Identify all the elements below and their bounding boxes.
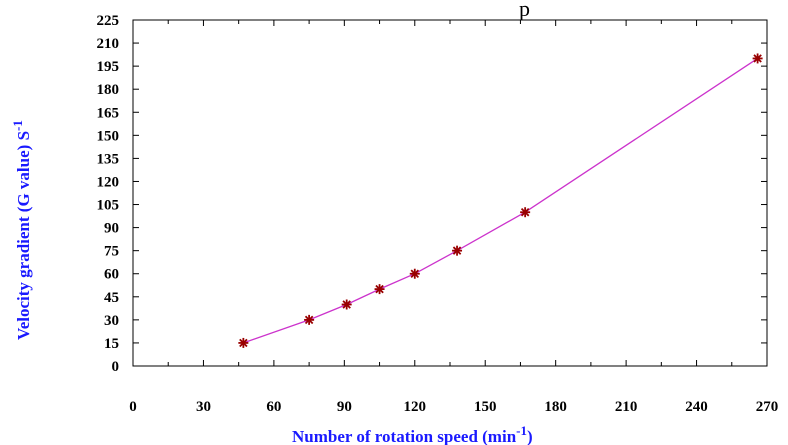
y-tick-label: 0: [112, 359, 120, 375]
series-line: [243, 57, 758, 344]
data-point-marker: [452, 245, 463, 256]
y-tick-label: 195: [97, 59, 120, 75]
series-group: [238, 53, 763, 348]
marker-stroke: [520, 207, 530, 217]
y-tick-label: 105: [97, 198, 120, 214]
y-tick-label: 30: [104, 313, 119, 329]
data-point-marker: [238, 337, 249, 348]
x-tick-label: 30: [196, 399, 211, 415]
x-tick-label: 270: [756, 399, 779, 415]
marker-stroke: [753, 54, 762, 63]
y-axis-title-text: Velocity gradient (G value) S: [14, 131, 33, 340]
x-axis-title-sup: -1: [516, 423, 527, 438]
y-tick-label: 180: [97, 82, 120, 98]
marker-stroke: [410, 269, 420, 278]
data-point-marker: [341, 299, 352, 310]
y-tick-label: 75: [104, 244, 119, 260]
data-point-marker: [409, 268, 420, 279]
y-tick-label: 120: [97, 174, 120, 190]
y-tick-label: 90: [104, 221, 119, 237]
marker-stroke: [375, 284, 384, 294]
x-tick-label: 60: [266, 399, 281, 415]
marker-stroke: [452, 246, 462, 255]
x-tick-label: 240: [685, 399, 708, 415]
y-axis: 0 15 30 45 60 75 90 105 120 135 150 165 180 195 210 225: [97, 13, 767, 375]
y-tick-label: 45: [104, 290, 119, 306]
y-tick-label: 15: [104, 336, 119, 352]
data-point-marker: [752, 53, 763, 64]
marker-stroke: [342, 300, 351, 309]
plot-area-frame: [132, 19, 768, 367]
x-axis-title: Number of rotation speed (min-1): [292, 423, 533, 445]
x-tick-label: 90: [337, 399, 352, 415]
y-tick-label: 60: [104, 267, 119, 283]
x-tick-label: 120: [404, 399, 427, 415]
data-point-marker: [374, 284, 385, 295]
x-tick-label: 150: [474, 399, 497, 415]
marker-stroke: [239, 338, 248, 348]
y-tick-label: 135: [97, 151, 120, 167]
y-tick-label: 210: [97, 36, 120, 52]
data-point-marker: [520, 207, 531, 218]
x-axis-title-close: ): [527, 427, 533, 445]
y-axis-title-sup: -1: [10, 120, 25, 131]
data-point-marker: [304, 314, 315, 325]
x-axis: 0 30 60 90 120 150 180 210 240 270: [129, 20, 778, 415]
x-tick-label: 180: [544, 399, 567, 415]
y-tick-label: 225: [97, 13, 120, 29]
y-tick-label: 150: [97, 128, 120, 144]
x-tick-label: 0: [129, 399, 137, 415]
y-axis-title: Velocity gradient (G value) S-1: [10, 120, 33, 340]
y-tick-label: 165: [97, 105, 120, 121]
x-tick-label: 210: [615, 399, 638, 415]
top-title-fragment: p: [519, 0, 530, 21]
marker-stroke: [304, 315, 314, 325]
x-axis-title-text: Number of rotation speed (min: [292, 427, 517, 445]
